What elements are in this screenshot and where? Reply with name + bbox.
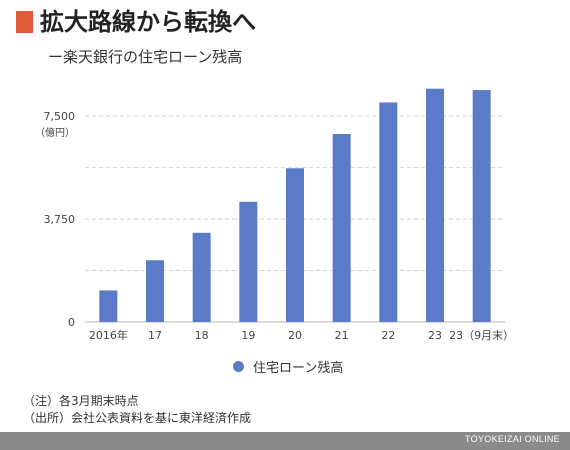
legend-label: 住宅ローン残高	[253, 361, 344, 376]
chart-title: 拡大路線から転換へ	[40, 8, 256, 36]
x-tick-label: 17	[148, 329, 162, 342]
x-tick-label: 23	[428, 329, 442, 342]
bar	[332, 134, 351, 322]
bar	[146, 260, 164, 322]
x-tick-label: 20	[288, 329, 302, 342]
x-tick-label: 18	[195, 329, 209, 342]
bar	[426, 88, 444, 322]
y-tick-label: 7,500	[44, 110, 76, 123]
note-line: （注）各3月期末時点	[23, 394, 139, 408]
chart-legend: 住宅ローン残高	[233, 357, 343, 376]
bar-chart: 0 3,750 7,500 （億円） 2016年 17 18 19 20 21 22 23 23（9月末…	[35, 88, 514, 342]
bar	[472, 90, 491, 322]
bar	[192, 232, 211, 322]
title-accent-mark	[16, 11, 33, 33]
x-tick-label: 22	[381, 329, 395, 342]
footer-brand: TOYOKEIZAI ONLINE	[465, 434, 560, 444]
bar	[239, 201, 258, 322]
chart-subtitle: ー楽天銀行の住宅ローン残高	[48, 48, 243, 66]
x-tick-label: 2016年	[89, 328, 128, 342]
legend-marker	[233, 361, 244, 372]
bar	[286, 168, 304, 322]
footer-bar: TOYOKEIZAI ONLINE	[0, 432, 570, 450]
x-tick-label: 19	[241, 329, 255, 342]
source-line: （出所）会社公表資料を基に東洋経済作成	[23, 411, 252, 425]
y-tick-label: 0	[68, 316, 75, 329]
bar	[379, 102, 398, 322]
x-tick-label: 23（9月末）	[449, 328, 514, 342]
x-tick-label: 21	[335, 329, 349, 342]
y-tick-label: 3,750	[44, 213, 76, 226]
y-axis-unit: （億円）	[35, 126, 75, 139]
bar	[99, 290, 118, 322]
